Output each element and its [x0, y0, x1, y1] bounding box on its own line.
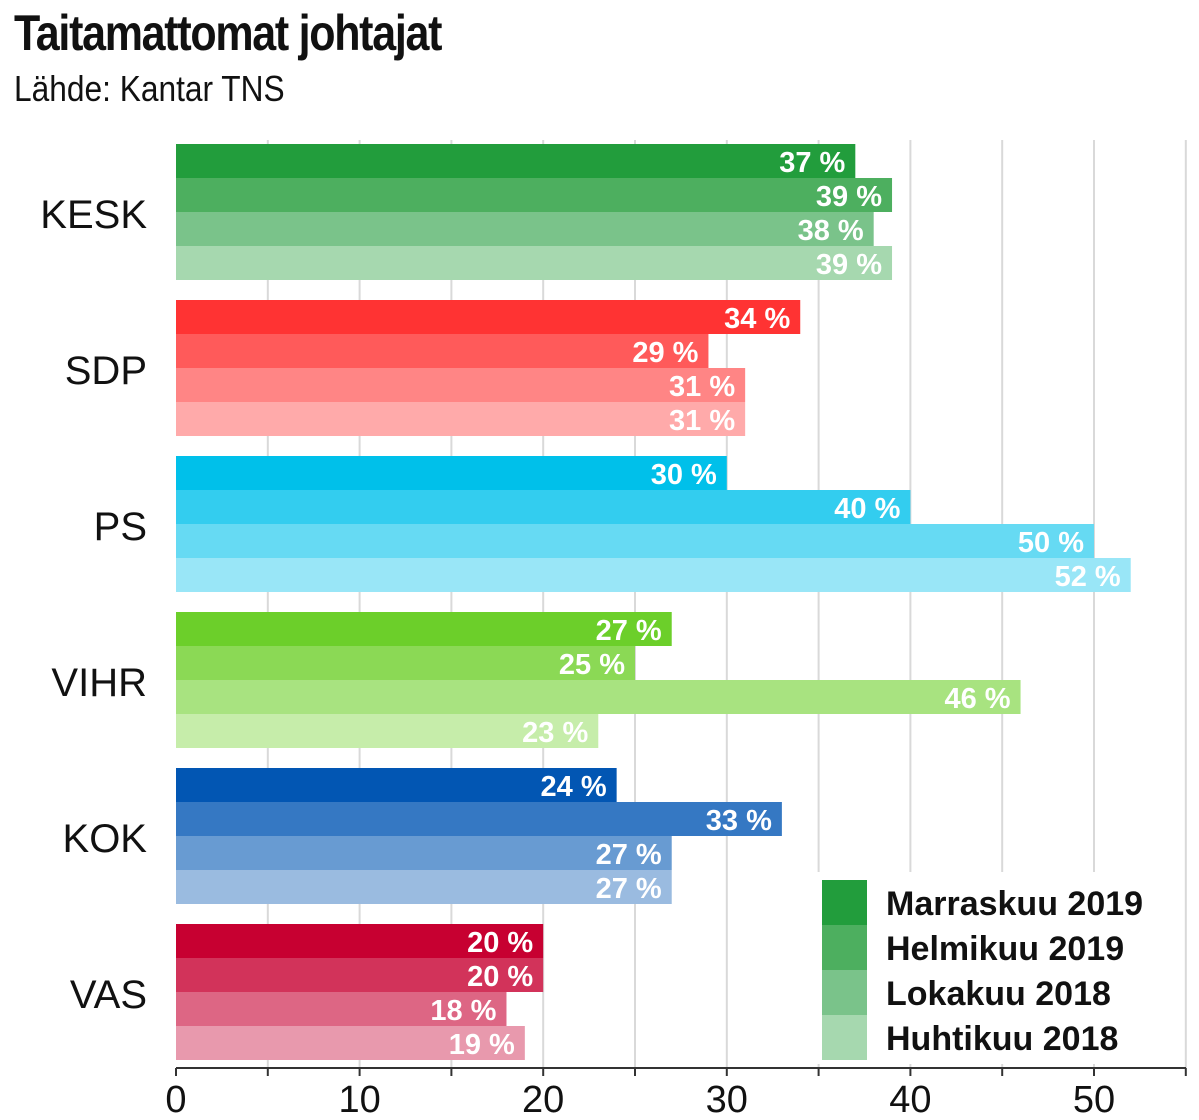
data-label: 20 %	[467, 961, 533, 993]
data-label: 40 %	[834, 493, 900, 525]
bar	[176, 300, 801, 334]
data-label: 31 %	[669, 371, 735, 403]
legend-entry: Huhtikuu 2018	[886, 1020, 1118, 1058]
bar	[176, 524, 1094, 558]
tick-label: 30	[706, 1079, 748, 1120]
bar	[176, 992, 507, 1026]
bar	[176, 456, 727, 490]
data-label: 27 %	[596, 873, 662, 905]
bar	[176, 490, 911, 524]
bar	[176, 924, 544, 958]
data-label: 25 %	[559, 649, 625, 681]
category-label: KOK	[63, 817, 148, 861]
data-label: 27 %	[596, 615, 662, 647]
category-label: VAS	[70, 973, 147, 1017]
data-label: 46 %	[944, 683, 1010, 715]
data-label: 39 %	[816, 181, 882, 213]
bar	[176, 714, 599, 748]
bar	[176, 646, 635, 680]
data-label: 23 %	[522, 717, 588, 749]
tick-label: 10	[338, 1079, 380, 1120]
chart-subtitle: Lähde: Kantar TNS	[14, 68, 285, 109]
tick-label: 40	[889, 1079, 931, 1120]
legend-entry: Helmikuu 2019	[886, 930, 1124, 968]
category-label: SDP	[65, 349, 147, 393]
bar	[176, 836, 672, 870]
data-label: 33 %	[706, 805, 772, 837]
bar	[176, 958, 544, 992]
category-label: VIHR	[51, 661, 147, 705]
legend-entry: Lokakuu 2018	[886, 975, 1111, 1013]
bar	[176, 612, 672, 646]
bar	[176, 246, 893, 280]
bar	[176, 212, 874, 246]
bar	[176, 1026, 525, 1060]
data-label: 34 %	[724, 303, 790, 335]
bar	[176, 558, 1131, 592]
legend-entry: Marraskuu 2019	[886, 885, 1143, 923]
tick-label: 20	[522, 1079, 564, 1120]
data-label: 27 %	[596, 839, 662, 871]
bar	[176, 144, 856, 178]
bar	[176, 870, 672, 904]
data-label: 50 %	[1018, 527, 1084, 559]
chart-title: Taitamattomat johtajat	[14, 5, 442, 61]
bar	[176, 368, 746, 402]
legend-swatch	[822, 880, 867, 925]
data-label: 38 %	[798, 215, 864, 247]
category-label: KESK	[40, 193, 147, 237]
data-label: 37 %	[779, 147, 845, 179]
tick-label: 50	[1073, 1079, 1115, 1120]
bar	[176, 402, 746, 436]
data-label: 39 %	[816, 249, 882, 281]
data-label: 29 %	[632, 337, 698, 369]
data-label: 24 %	[541, 771, 607, 803]
bar	[176, 768, 617, 802]
data-label: 30 %	[651, 459, 717, 491]
bar	[176, 178, 893, 212]
data-label: 31 %	[669, 405, 735, 437]
bar	[176, 680, 1021, 714]
bar	[176, 802, 782, 836]
legend-background	[815, 872, 1151, 1064]
category-label: PS	[94, 505, 147, 549]
data-label: 19 %	[449, 1029, 515, 1061]
legend-swatch	[822, 925, 867, 970]
bar	[176, 334, 709, 368]
legend-swatch	[822, 1015, 867, 1060]
tick-label: 0	[165, 1079, 186, 1120]
data-label: 52 %	[1055, 561, 1121, 593]
legend-swatch	[822, 970, 867, 1015]
data-label: 20 %	[467, 927, 533, 959]
data-label: 18 %	[430, 995, 496, 1027]
